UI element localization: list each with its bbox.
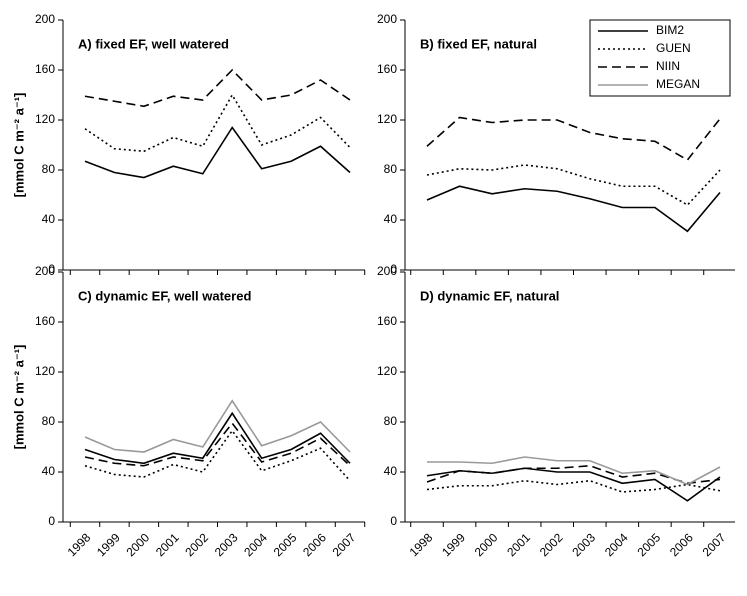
series-line bbox=[84, 68, 351, 108]
series-line bbox=[84, 429, 351, 482]
y-axis-label: [mmol C m⁻² a⁻¹] bbox=[11, 345, 26, 450]
x-tick-label: 2004 bbox=[602, 530, 631, 559]
legend-label: NIIN bbox=[656, 59, 680, 73]
series-line bbox=[84, 411, 351, 465]
x-tick-label: 2007 bbox=[700, 530, 729, 559]
y-tick-label: 40 bbox=[42, 464, 56, 478]
y-tick-label: 40 bbox=[384, 212, 398, 226]
x-tick-label: 2001 bbox=[504, 530, 533, 559]
y-tick-label: 200 bbox=[35, 12, 55, 26]
y-tick-label: 200 bbox=[377, 12, 397, 26]
x-tick-label: 2004 bbox=[241, 530, 270, 559]
y-tick-label: 120 bbox=[377, 364, 397, 378]
y-tick-label: 0 bbox=[48, 262, 55, 276]
y-tick-label: 40 bbox=[42, 212, 56, 226]
y-tick-label: 160 bbox=[377, 314, 397, 328]
x-tick-label: 1999 bbox=[439, 530, 468, 559]
panel-title: A) fixed EF, well watered bbox=[78, 36, 229, 51]
x-tick-label: 2005 bbox=[634, 530, 663, 559]
series-line bbox=[84, 93, 351, 153]
y-tick-label: 80 bbox=[42, 414, 56, 428]
panel-title: C) dynamic EF, well watered bbox=[78, 288, 251, 303]
y-tick-label: 0 bbox=[390, 514, 397, 528]
y-tick-label: 160 bbox=[377, 62, 397, 76]
y-tick-label: 120 bbox=[35, 112, 55, 126]
x-tick-label: 1999 bbox=[94, 530, 123, 559]
series-line bbox=[426, 164, 721, 207]
y-tick-label: 160 bbox=[35, 62, 55, 76]
y-tick-label: 40 bbox=[384, 464, 398, 478]
legend-box bbox=[589, 19, 731, 97]
y-tick-label: 160 bbox=[35, 314, 55, 328]
panel-title: B) fixed EF, natural bbox=[420, 36, 537, 51]
legend-label: GUEN bbox=[656, 41, 691, 55]
y-tick-label: 200 bbox=[377, 264, 397, 278]
y-tick-label: 80 bbox=[42, 162, 56, 176]
x-tick-label: 2005 bbox=[271, 530, 300, 559]
y-tick-label: 80 bbox=[384, 162, 398, 176]
legend-label: MEGAN bbox=[656, 77, 700, 91]
x-tick-label: 2006 bbox=[667, 530, 696, 559]
series-line bbox=[426, 185, 721, 233]
y-tick-label: 120 bbox=[35, 364, 55, 378]
y-tick-label: 0 bbox=[390, 262, 397, 276]
series-line bbox=[426, 479, 721, 493]
y-axis-label: [mmol C m⁻² a⁻¹] bbox=[11, 93, 26, 198]
legend-label: BIM2 bbox=[656, 23, 684, 37]
series-line bbox=[84, 126, 351, 179]
series-line bbox=[84, 421, 351, 467]
x-tick-label: 2006 bbox=[300, 530, 329, 559]
series-line bbox=[426, 116, 721, 162]
x-tick-label: 2000 bbox=[472, 530, 501, 559]
y-tick-label: 80 bbox=[384, 414, 398, 428]
x-tick-label: 2000 bbox=[123, 530, 152, 559]
x-tick-label: 2003 bbox=[569, 530, 598, 559]
x-tick-label: 2002 bbox=[182, 530, 211, 559]
series-line bbox=[426, 467, 721, 502]
x-tick-label: 2002 bbox=[537, 530, 566, 559]
series-line bbox=[426, 464, 721, 485]
x-tick-label: 2007 bbox=[330, 530, 359, 559]
x-tick-label: 1998 bbox=[407, 530, 436, 559]
x-tick-label: 1998 bbox=[65, 530, 94, 559]
series-line bbox=[84, 399, 351, 453]
y-tick-label: 0 bbox=[48, 514, 55, 528]
series-line bbox=[427, 456, 721, 486]
x-tick-label: 2001 bbox=[153, 530, 182, 559]
x-tick-label: 2003 bbox=[212, 530, 241, 559]
y-tick-label: 120 bbox=[377, 112, 397, 126]
y-tick-label: 200 bbox=[35, 264, 55, 278]
panel-title: D) dynamic EF, natural bbox=[420, 288, 559, 303]
